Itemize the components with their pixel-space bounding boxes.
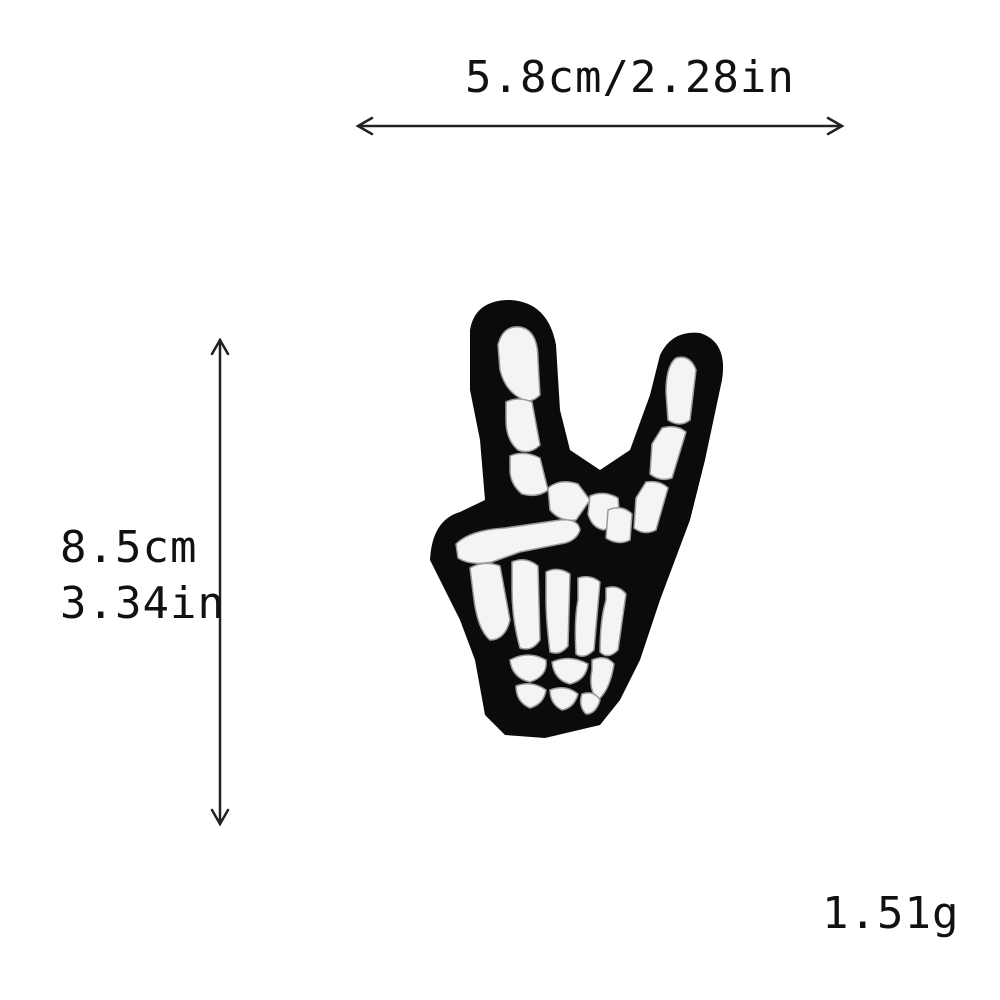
height-arrow [210, 337, 230, 827]
width-dimension-label: 5.8cm/2.28in [465, 52, 795, 103]
weight-label: 1.51g [822, 888, 960, 939]
height-dimension-in-label: 3.34in [60, 578, 225, 629]
skeleton-hand [455, 326, 697, 715]
height-dimension-cm-label: 8.5cm [60, 522, 198, 573]
width-arrow [355, 116, 845, 136]
